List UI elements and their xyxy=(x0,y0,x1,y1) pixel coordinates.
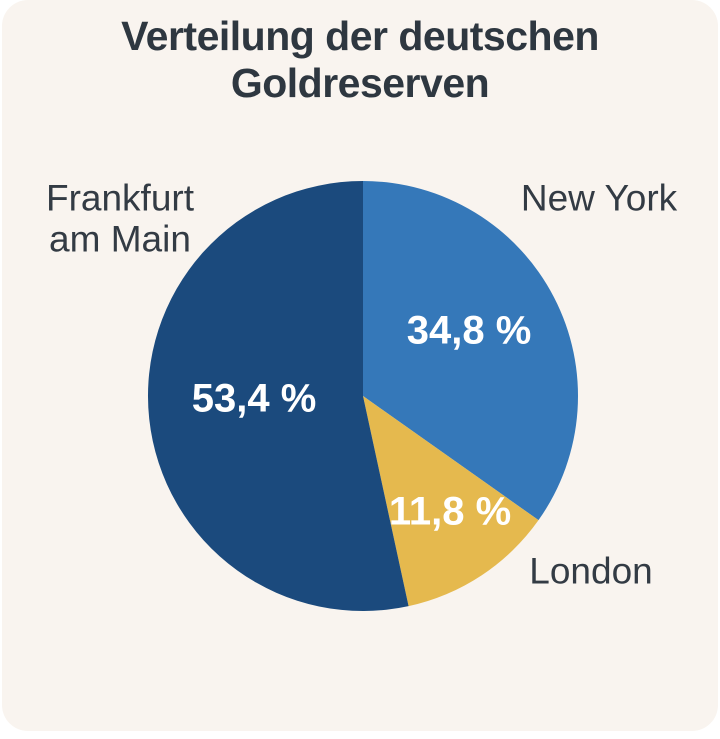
chart-title: Verteilung der deutschen Goldreserven xyxy=(121,13,599,107)
slice-label-frankfurt-am-main: Frankfurt am Main xyxy=(45,177,195,259)
slice-value-new-york: 34,8 % xyxy=(406,308,532,353)
pie-slice-new-york xyxy=(363,181,578,521)
slice-value-london: 11,8 % xyxy=(388,489,512,534)
pie-slice-london xyxy=(363,396,539,607)
slice-value-frankfurt-am-main: 53,4 % xyxy=(191,376,317,421)
slice-label-new-york: New York xyxy=(520,177,678,219)
slice-label-london: London xyxy=(529,550,653,592)
pie-slice-frankfurt-am-main xyxy=(147,180,409,611)
